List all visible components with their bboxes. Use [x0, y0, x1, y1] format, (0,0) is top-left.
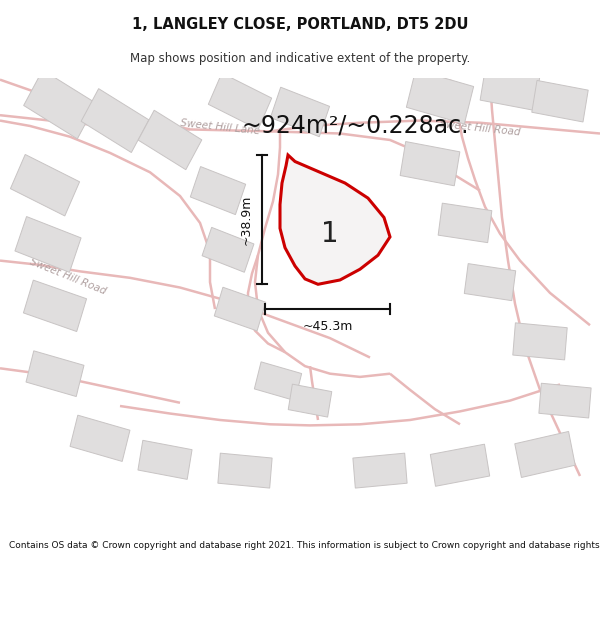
Polygon shape [218, 453, 272, 488]
Polygon shape [23, 70, 97, 139]
Polygon shape [430, 444, 490, 486]
Polygon shape [15, 216, 81, 272]
Polygon shape [138, 441, 192, 479]
Text: Sweet Hill Lane: Sweet Hill Lane [179, 118, 260, 136]
Polygon shape [26, 351, 84, 396]
Polygon shape [10, 154, 80, 216]
Polygon shape [532, 81, 588, 122]
Text: Contains OS data © Crown copyright and database right 2021. This information is : Contains OS data © Crown copyright and d… [9, 541, 600, 549]
Polygon shape [515, 431, 575, 478]
Polygon shape [138, 110, 202, 170]
Polygon shape [271, 88, 329, 137]
Text: Sweet Hill Road: Sweet Hill Road [28, 257, 107, 297]
Polygon shape [539, 383, 591, 418]
Polygon shape [23, 280, 86, 331]
Polygon shape [480, 66, 540, 111]
Polygon shape [288, 384, 332, 417]
Polygon shape [353, 453, 407, 488]
Text: Sweet Hill Road: Sweet Hill Road [439, 119, 521, 138]
Polygon shape [254, 362, 302, 401]
Polygon shape [464, 264, 516, 301]
Polygon shape [202, 228, 254, 272]
Text: Map shows position and indicative extent of the property.: Map shows position and indicative extent… [130, 52, 470, 64]
Text: ~45.3m: ~45.3m [302, 320, 353, 332]
Polygon shape [406, 70, 473, 124]
Polygon shape [70, 415, 130, 461]
Polygon shape [214, 288, 266, 331]
Polygon shape [280, 155, 390, 284]
Polygon shape [208, 73, 272, 129]
Text: 1, LANGLEY CLOSE, PORTLAND, DT5 2DU: 1, LANGLEY CLOSE, PORTLAND, DT5 2DU [132, 18, 468, 32]
Polygon shape [513, 323, 567, 360]
Polygon shape [81, 89, 149, 152]
Polygon shape [400, 141, 460, 186]
Text: 1: 1 [321, 219, 339, 248]
Text: ~924m²/~0.228ac.: ~924m²/~0.228ac. [241, 114, 469, 138]
Polygon shape [190, 167, 245, 214]
Polygon shape [438, 203, 492, 242]
Text: ~38.9m: ~38.9m [239, 194, 253, 245]
